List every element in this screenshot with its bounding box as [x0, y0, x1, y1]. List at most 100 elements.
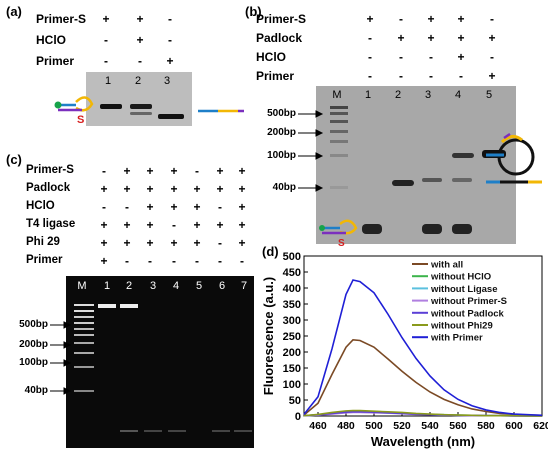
x-tick-label: 620 [533, 420, 548, 432]
condition-sign: + [427, 31, 435, 45]
size-marker: 500bp [267, 108, 296, 119]
condition-sign: - [102, 164, 106, 178]
svg-text:S: S [338, 238, 345, 248]
y-tick-label: 100 [283, 379, 301, 391]
lane-label: 4 [172, 280, 180, 292]
condition-sign: + [166, 54, 174, 68]
condition-sign: + [102, 12, 110, 26]
condition-sign: - [218, 200, 222, 214]
primer-duplex-icon [198, 109, 244, 113]
x-tick-label: 460 [309, 420, 327, 432]
condition-sign: - [459, 69, 463, 83]
condition-sign: + [170, 164, 178, 178]
condition-row-label: Primer-S [256, 12, 307, 26]
legend-label: without Padlock [430, 308, 505, 319]
condition-sign: - [368, 50, 372, 64]
condition-row-label: HClO [256, 50, 286, 64]
ladder-band [330, 130, 348, 133]
y-axis-label: Fluorescence (a.u.) [262, 277, 276, 395]
condition-sign: + [457, 12, 465, 26]
x-tick-label: 480 [337, 420, 355, 432]
condition-sign: + [100, 182, 108, 196]
ladder-band [74, 352, 94, 354]
y-tick-label: 150 [283, 363, 301, 375]
x-tick-label: 600 [505, 420, 523, 432]
legend-label: with all [430, 260, 463, 271]
plot-frame [303, 255, 543, 417]
legend-label: without Primer-S [430, 296, 507, 307]
condition-sign: - [172, 218, 176, 232]
series-line-0 [303, 339, 543, 417]
size-marker: 100bp [19, 357, 48, 368]
ladder-band [74, 310, 94, 312]
condition-sign: - [218, 254, 222, 268]
ladder-band [74, 342, 94, 344]
condition-sign: + [100, 236, 108, 250]
panel-a-gel [86, 72, 192, 126]
condition-sign: - [125, 254, 129, 268]
condition-sign: + [136, 12, 144, 26]
lane-label: 1 [103, 280, 111, 292]
condition-sign: - [172, 254, 176, 268]
ladder-band [74, 316, 94, 318]
legend-label: without Ligase [430, 284, 498, 295]
condition-sign: + [193, 200, 201, 214]
y-tick-label: 0 [295, 411, 301, 423]
condition-row-label: HClO [26, 200, 55, 212]
condition-sign: + [427, 12, 435, 26]
y-tick-label: 200 [283, 347, 301, 359]
panel-b-gel [316, 86, 516, 244]
condition-sign: - [399, 69, 403, 83]
condition-sign: - [195, 254, 199, 268]
x-tick-label: 560 [449, 420, 467, 432]
condition-sign: - [168, 33, 172, 47]
condition-sign: + [488, 69, 496, 83]
y-tick-label: 450 [283, 267, 301, 279]
lane-label: 3 [149, 280, 157, 292]
size-marker: 40bp [272, 182, 296, 193]
condition-sign: + [123, 236, 131, 250]
gel-band [98, 304, 116, 308]
x-tick-label: 540 [421, 420, 439, 432]
condition-sign: - [104, 54, 108, 68]
condition-sign: - [138, 54, 142, 68]
condition-sign: + [216, 182, 224, 196]
condition-row-label: Phi 29 [26, 236, 60, 248]
condition-sign: - [125, 200, 129, 214]
ladder-band [74, 334, 94, 336]
condition-sign: + [170, 182, 178, 196]
svg-text:S: S [77, 114, 84, 126]
x-tick-label: 580 [477, 420, 495, 432]
panel-b-label: (b) [245, 4, 262, 19]
condition-sign: + [238, 182, 246, 196]
ladder-band [330, 186, 348, 189]
condition-sign: - [102, 200, 106, 214]
gel-band [168, 430, 186, 432]
lane-label: 2 [394, 89, 402, 101]
lane-label: 2 [125, 280, 133, 292]
condition-sign: + [216, 218, 224, 232]
size-marker: 40bp [24, 385, 48, 396]
y-tick-label: 500 [283, 251, 301, 263]
condition-sign: - [104, 33, 108, 47]
condition-sign: + [146, 218, 154, 232]
gel-band [130, 104, 152, 109]
series-line-6 [303, 279, 543, 417]
y-tick-label: 300 [283, 315, 301, 327]
gel-band [422, 224, 442, 234]
size-arrows [298, 110, 324, 192]
lane-label-m: M [77, 280, 87, 292]
x-tick-label: 520 [393, 420, 411, 432]
condition-sign: + [193, 182, 201, 196]
condition-sign: - [490, 12, 494, 26]
lane-label: 5 [195, 280, 203, 292]
condition-sign: + [123, 218, 131, 232]
chart-series [303, 279, 543, 417]
lane-label: 5 [485, 89, 493, 101]
gel-band [144, 430, 162, 432]
condition-sign: - [218, 236, 222, 250]
condition-sign: - [148, 254, 152, 268]
legend-label: without HClO [430, 272, 491, 283]
circular-product-icon [486, 132, 535, 176]
condition-sign: + [193, 218, 201, 232]
